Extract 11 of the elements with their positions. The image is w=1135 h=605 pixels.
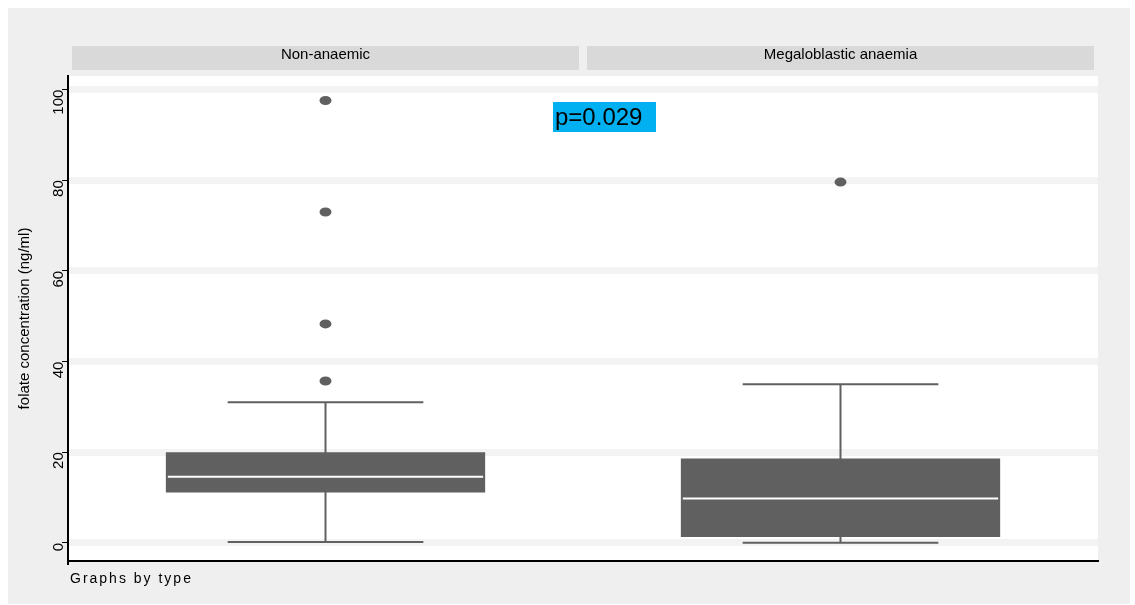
y-tick-label: 100	[49, 89, 67, 115]
y-axis-title: folate concentration (ng/ml)	[15, 227, 33, 410]
y-tick-label: 80	[49, 180, 67, 197]
x-tick-label: Megaloblastic anaemia	[763, 45, 918, 63]
text: Graphs by type	[70, 570, 193, 586]
y-tick-label: 20	[49, 452, 67, 469]
annotation: p=0.029	[553, 102, 657, 132]
y-tick-label: 40	[49, 361, 67, 379]
y-tick-label: 0	[49, 542, 67, 552]
y-tick-label: 60	[49, 270, 67, 288]
x-tick-label: Non-anaemic	[280, 45, 371, 63]
